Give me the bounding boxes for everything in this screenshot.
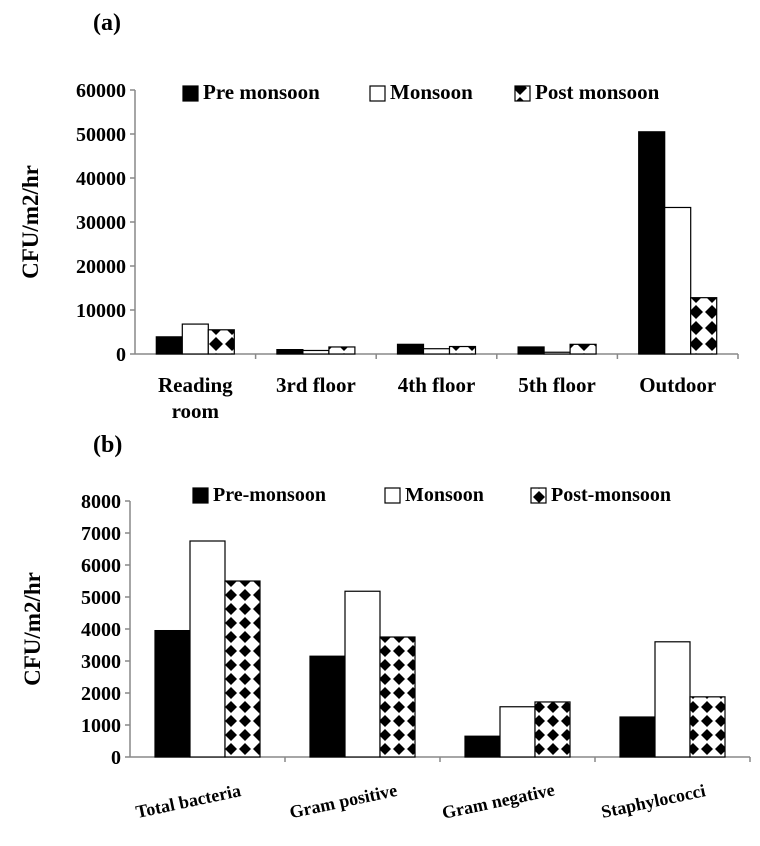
chart-a-ytick-labels: 0 10000 20000 30000 40000 50000 60000 (76, 80, 126, 366)
bar-post-monsoon-3 (569, 343, 597, 355)
ytick-label: 40000 (76, 168, 126, 190)
ytick-label: 2000 (81, 683, 121, 705)
legend-label: Pre monsoon (203, 80, 320, 104)
bar-monsoon-2 (499, 706, 536, 758)
bar-post-monsoon-4 (690, 297, 718, 355)
legend-label: Pre-monsoon (213, 484, 326, 506)
category-label: Gram negative (440, 779, 556, 822)
ytick-label: 6000 (81, 555, 121, 577)
ytick-label: 60000 (76, 80, 126, 102)
category-label: Gram positive (288, 780, 399, 822)
legend-label: Monsoon (405, 484, 484, 506)
panel-b-label: (b) (93, 432, 122, 458)
legend-swatch (182, 85, 199, 102)
legend-label: Post-monsoon (551, 484, 671, 506)
bar-pre-monsoon-3 (517, 346, 545, 355)
chart-b-legend: Pre-monsoon Monsoon Post-monsoon (192, 484, 671, 506)
category-label: 4th floor (398, 373, 476, 397)
bar-post-monsoon-0 (207, 329, 235, 355)
bar-pre-monsoon-2 (464, 735, 501, 758)
ytick-label: 20000 (76, 256, 126, 278)
legend-label: Monsoon (390, 80, 473, 104)
bar-monsoon-0 (189, 540, 226, 758)
bar-post-monsoon-0 (224, 580, 261, 758)
ytick-label: 3000 (81, 651, 121, 673)
bar-monsoon-3 (654, 641, 691, 758)
bar-pre-monsoon-4 (638, 131, 666, 355)
legend-swatch (369, 85, 386, 102)
bar-pre-monsoon-0 (155, 336, 183, 355)
bar-pre-monsoon-1 (309, 655, 346, 758)
chart-b-category-labels: Total bacteria Gram positive Gram negative… (134, 779, 707, 822)
bar-monsoon-1 (344, 590, 381, 758)
bar-pre-monsoon-2 (396, 343, 425, 355)
ytick-label: 4000 (81, 619, 121, 641)
legend-swatch (530, 487, 547, 504)
category-label: Staphylococci (599, 780, 707, 822)
bar-monsoon-1 (302, 349, 330, 355)
ytick-label: 50000 (76, 124, 126, 146)
category-label: room (172, 399, 220, 423)
bar-pre-monsoon-0 (154, 629, 191, 758)
ytick-label: 0 (111, 747, 121, 769)
bar-monsoon-0 (181, 323, 209, 355)
bar-post-monsoon-3 (689, 696, 726, 758)
legend-swatch (192, 487, 209, 504)
chart-a-ylabel: CFU/m2/hr (18, 165, 43, 279)
chart-b-ylabel: CFU/m2/hr (20, 572, 45, 686)
bar-monsoon-4 (664, 206, 692, 355)
ytick-label: 7000 (81, 523, 121, 545)
bar-pre-monsoon-1 (276, 349, 304, 355)
category-label: Total bacteria (134, 780, 243, 822)
ytick-label: 0 (116, 344, 126, 366)
bar-post-monsoon-2 (448, 345, 477, 355)
ytick-label: 8000 (81, 491, 121, 513)
legend-swatch (514, 85, 531, 102)
category-label: Reading (158, 373, 233, 397)
chart-a: (a) 0 10000 20000 30000 40000 50000 60000 Read… (18, 10, 739, 423)
chart-b-bars (154, 540, 726, 758)
legend-label: Post monsoon (535, 80, 660, 104)
chart-a-legend: Pre monsoon Monsoon Post monsoon (182, 80, 660, 104)
category-label: 3rd floor (276, 373, 356, 397)
category-label: Outdoor (639, 373, 716, 397)
bar-post-monsoon-2 (534, 701, 571, 758)
panel-a-label: (a) (93, 10, 121, 36)
category-label: 5th floor (518, 373, 596, 397)
chart-b-ytick-labels: 0 1000 2000 3000 4000 5000 6000 7000 8000 (81, 491, 121, 769)
ytick-label: 30000 (76, 212, 126, 234)
chart-a-bars (155, 131, 718, 355)
ytick-label: 1000 (81, 715, 121, 737)
bar-post-monsoon-1 (379, 636, 416, 758)
chart-b: (b) 0 1000 2000 3000 4000 5000 6000 7000 8000 To… (20, 432, 751, 823)
bar-monsoon-2 (422, 348, 451, 355)
ytick-label: 10000 (76, 300, 126, 322)
bar-pre-monsoon-3 (619, 716, 656, 758)
bar-post-monsoon-1 (328, 346, 356, 355)
ytick-label: 5000 (81, 587, 121, 609)
legend-swatch (384, 487, 401, 504)
bar-monsoon-3 (543, 351, 571, 355)
